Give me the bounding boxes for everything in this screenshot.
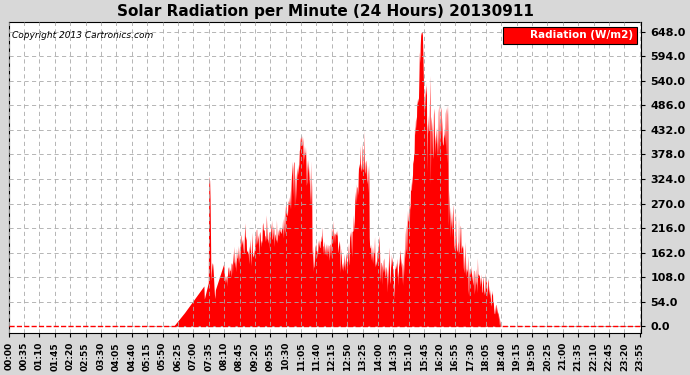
Legend: Radiation (W/m2): Radiation (W/m2) xyxy=(503,27,637,44)
Text: Copyright 2013 Cartronics.com: Copyright 2013 Cartronics.com xyxy=(12,31,153,40)
Title: Solar Radiation per Minute (24 Hours) 20130911: Solar Radiation per Minute (24 Hours) 20… xyxy=(117,4,533,19)
